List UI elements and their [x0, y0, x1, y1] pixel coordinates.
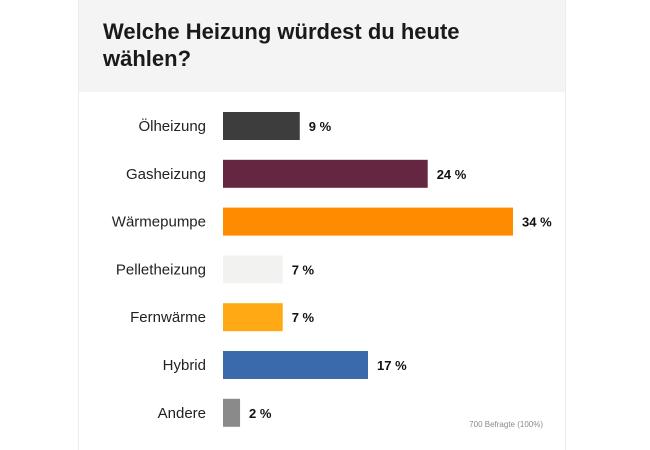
chart-header: Welche Heizung würdest du heute wählen?	[79, 0, 565, 92]
value-label-waermepumpe: 34 %	[522, 215, 552, 230]
category-label-waermepumpe: Wärmepumpe	[112, 214, 206, 231]
chart-title: Welche Heizung würdest du heute wählen?	[103, 19, 460, 71]
bar-oelheizung	[223, 112, 300, 140]
bar-gasheizung	[223, 159, 428, 188]
category-label-gasheizung: Gasheizung	[126, 166, 206, 183]
value-label-oelheizung: 9 %	[309, 119, 332, 134]
category-label-andere: Andere	[158, 405, 206, 422]
category-label-hybrid: Hybrid	[163, 357, 206, 374]
bar-hybrid	[223, 351, 368, 379]
respondents-note: 700 Befragte (100%)	[469, 420, 543, 429]
value-labels-group: 9 % 24 % 34 % 7 % 7 % 17 % 2 %	[249, 119, 552, 421]
category-label-fernwaerme: Fernwärme	[130, 309, 206, 326]
category-label-oelheizung: Ölheizung	[138, 117, 206, 135]
category-label-pelletheizung: Pelletheizung	[116, 261, 206, 278]
value-label-gasheizung: 24 %	[437, 167, 467, 182]
category-labels-group: Ölheizung Gasheizung Wärmepumpe Pelletheizu…	[112, 117, 206, 422]
value-label-fernwaerme: 7 %	[292, 310, 315, 325]
value-label-pelletheizung: 7 %	[292, 262, 315, 277]
value-label-andere: 2 %	[249, 406, 272, 421]
bar-andere	[223, 398, 241, 427]
bar-fernwaerme	[223, 303, 283, 332]
bar-waermepumpe	[223, 207, 513, 236]
value-label-hybrid: 17 %	[377, 358, 407, 373]
bars-group	[223, 112, 513, 427]
bar-pelletheizung	[223, 255, 283, 284]
